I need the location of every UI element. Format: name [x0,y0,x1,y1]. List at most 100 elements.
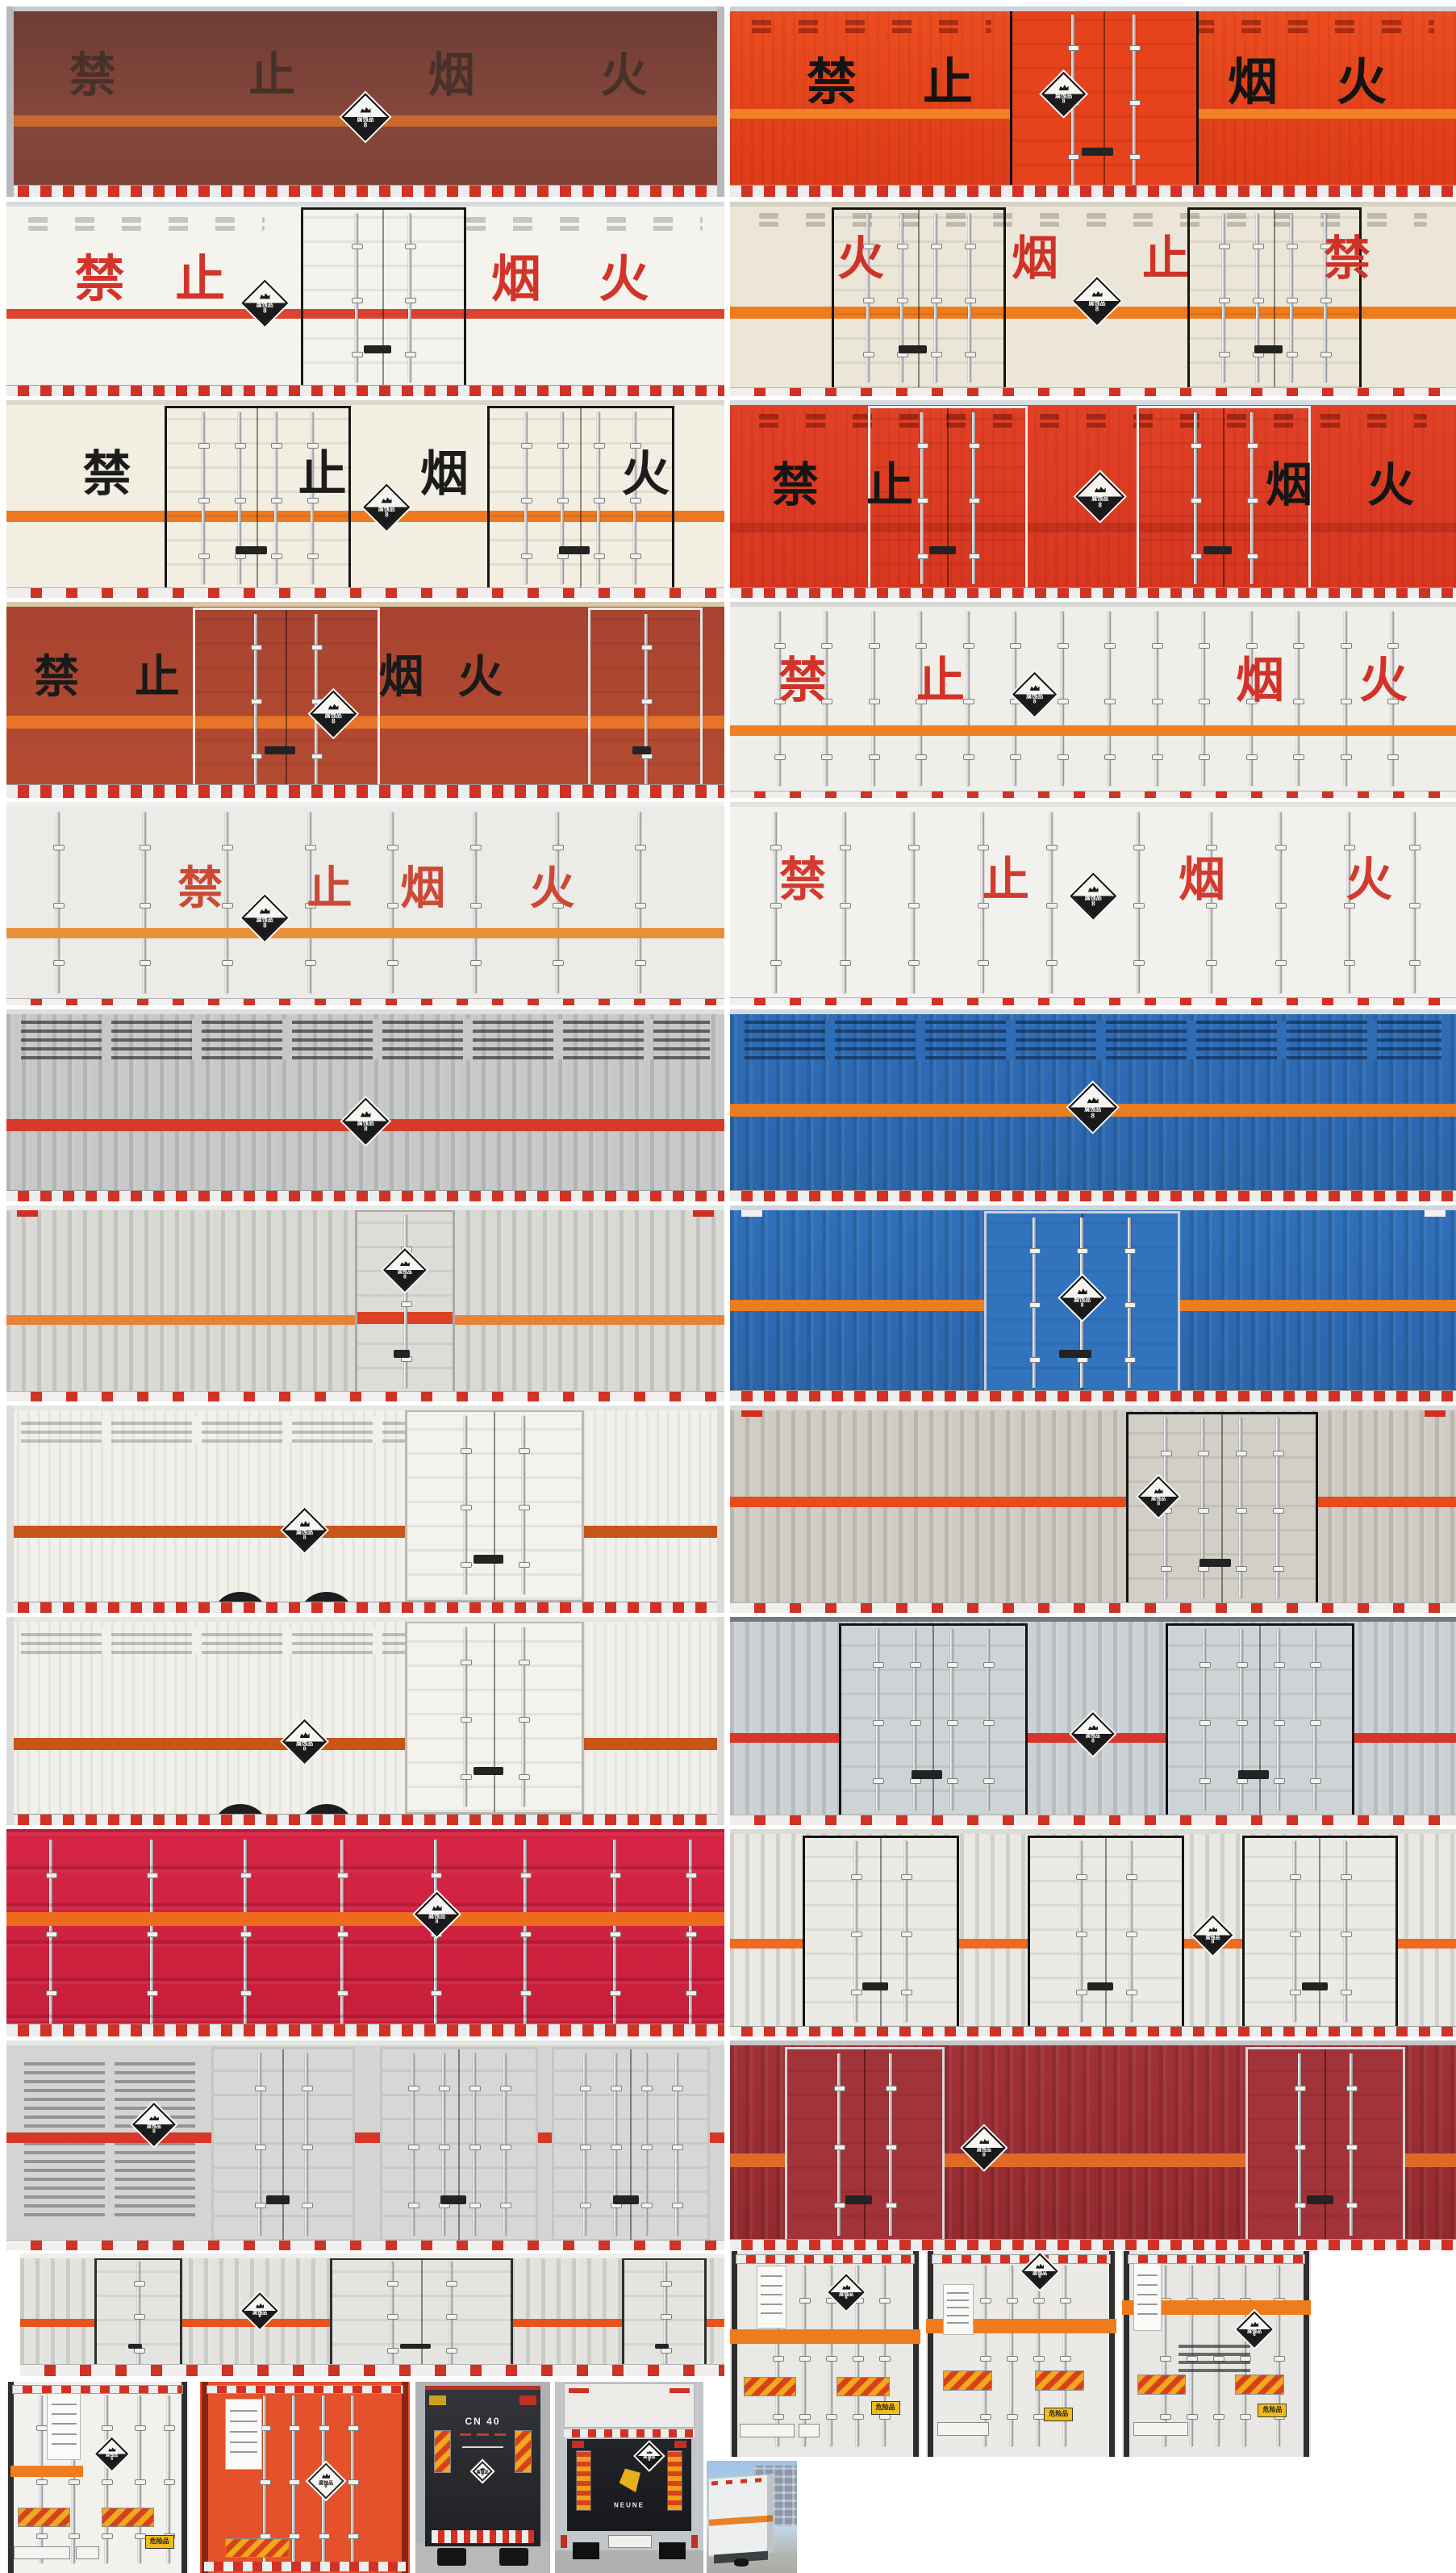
placard-class-number: 8 [1033,698,1037,704]
corrosive-icon [256,2304,264,2308]
hinge-bracket [134,2479,146,2485]
truck-rear-white-4: 腐蚀品 8 危险品 [6,2382,189,2573]
cargo-door [379,2046,538,2245]
hinge-bracket [1236,1719,1248,1726]
license-plate [608,2534,652,2548]
lock-rod [610,1839,622,2024]
hinge-bracket [255,2144,267,2150]
vent-slits [1195,27,1434,34]
hinge-bracket [307,443,319,449]
hazard-stripe [730,522,1456,533]
hinge-bracket [640,753,653,759]
lock-rod [1290,1841,1302,2023]
hinge-bracket [519,1716,531,1723]
hinge-bracket [977,960,989,967]
hinge-bracket [102,2479,114,2485]
hinge-bracket [774,699,786,705]
hinge-bracket [499,2203,511,2209]
hinge-bracket [901,1873,913,1880]
box-cream-side-two-doors: 禁 止 烟 火腐蚀品 8 [6,400,724,598]
hinge-bracket [1160,2356,1172,2362]
reflective-strip [730,997,1456,1005]
hinge-bracket [430,1990,442,1997]
hinge-bracket [1190,443,1202,449]
no-fire-char: 禁 [806,55,857,111]
cargo-door [354,1209,456,1396]
hinge-bracket [255,2086,267,2092]
hinge-bracket [289,2479,301,2485]
door-handle [265,746,296,755]
hinge-bracket [307,498,319,504]
hinge-bracket [1236,1661,1248,1668]
hinge-bracket [1235,1508,1247,1514]
lock-rod [1273,1629,1285,1811]
hinge-bracket [1320,298,1332,304]
hinge-bracket [270,498,282,504]
top-rail [6,1406,724,1410]
right-edge-rail [717,1617,724,1825]
placard-diamond: 腐蚀品 8 [1068,1082,1118,1133]
louver-vent [20,1018,711,1059]
corner-marker [1424,1410,1446,1418]
door-leaf-divider [1259,1625,1261,1817]
hinge-bracket [635,844,647,850]
hinge-bracket [1246,498,1258,504]
hinge-bracket [521,443,533,449]
no-fire-char: 烟 [428,49,475,102]
hinge-bracket [69,2479,81,2485]
placard-content: 腐蚀品 8 [1068,1284,1096,1312]
placard-content: 腐蚀品 8 [391,1256,419,1284]
hinge-bracket [1218,244,1230,250]
lock-rod [594,411,606,584]
lock-rod [580,2053,592,2237]
hinge-bracket [1409,960,1421,967]
hinge-bracket [311,753,323,759]
no-fire-char: 止 [922,55,974,111]
placard-class-number: 8 [1157,1500,1160,1506]
reflective-strip [6,1190,724,1201]
hinge-bracket [1133,902,1145,908]
hinge-bracket [301,2203,313,2209]
hinge-bracket [1124,1247,1137,1254]
sticker-text-line [761,2284,783,2287]
door-leaf-divider [420,2259,423,2370]
hinge-bracket [611,2144,623,2150]
hinge-bracket [799,2298,811,2304]
hinge-bracket [977,844,989,850]
corrosive-placard: 腐蚀品 8 [341,93,390,141]
hinge-bracket [1104,643,1116,650]
placard-content: 腐蚀品 8 [641,2448,657,2464]
door-handle [558,545,590,554]
placard-diamond: 腐蚀品 8 [1192,1915,1233,1955]
no-fire-char: 止 [175,252,226,308]
chevron-reflector [1137,2375,1187,2395]
corrugation-texture [730,1406,1456,1613]
hinge-bracket [825,2356,837,2362]
hinge-bracket [102,2425,114,2432]
hinge-bracket [1199,1661,1212,1668]
sticker-text-line [1137,2283,1158,2286]
hinge-bracket [289,2425,301,2432]
placard-content: 腐蚀品 8 [290,1516,319,1544]
hinge-bracket [1129,99,1141,106]
hinge-bracket [1077,1247,1089,1254]
corrosive-icon [1088,1725,1098,1730]
no-fire-char: 禁 [69,49,116,102]
top-rail [730,802,1456,807]
placard-diamond: 腐蚀品 8 [341,93,390,141]
hinge-bracket [774,754,786,761]
lock-rod [255,2053,267,2237]
hinge-bracket [304,844,316,850]
corrosive-placard: 腐蚀品 8 [1075,472,1125,522]
hinge-bracket [387,960,399,967]
license-label [937,2421,989,2436]
box-cream-side-reversed: 火 烟 止 禁腐蚀品 8 [730,202,1456,396]
lock-rod [387,812,399,993]
placard-content: 腐蚀品 8 [1145,1484,1171,1510]
corrosive-icon [299,1521,309,1527]
placard-diamond: 腐蚀品 8 [962,2125,1006,2170]
door-handle [928,545,956,554]
hinge-bracket [1199,699,1210,705]
info-sticker [46,2393,81,2460]
corrosive-icon [1087,1097,1099,1103]
